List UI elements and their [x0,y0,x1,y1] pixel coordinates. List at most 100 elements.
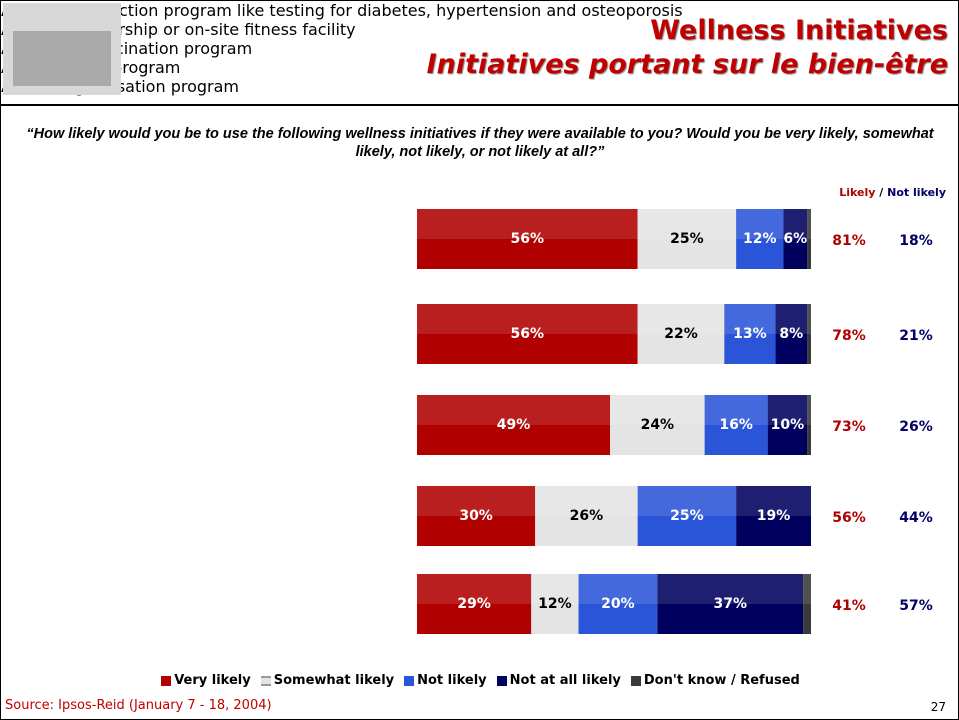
legend-label: Somewhat likely [273,673,395,688]
summary-label: 18% [899,233,933,249]
summary-label: 41% [832,598,866,614]
bar-sheen [775,304,808,334]
value-label: 24% [641,417,675,433]
value-label: 25% [670,231,704,247]
value-label: 16% [719,417,753,433]
legend-item: Not likely [404,673,487,688]
legend-swatch [404,675,415,686]
bar-sheen [417,304,638,334]
bar-segment [578,574,658,634]
value-label: 12% [743,231,777,247]
value-label: 8% [779,326,803,342]
bar-sheen [807,395,811,425]
bar-segment [637,486,737,546]
summary-label: 57% [899,598,933,614]
question: “How likely would you be to use the foll… [26,126,934,160]
bar-segment [775,304,808,364]
bar-sheen [704,395,768,425]
bar-sheen [724,304,776,334]
bar-sheen [807,304,811,334]
building [13,31,111,86]
bar-segment [535,486,638,546]
bar-sheen [637,209,737,239]
bar-segment [736,209,784,269]
bar-sheen [767,395,808,425]
bar-segment [724,304,776,364]
value-label: 56% [511,231,545,247]
bar-segment [807,209,811,269]
bar-sheen [610,395,705,425]
bar-segment [417,395,611,455]
legend-label: Not at all likely [509,673,621,688]
category-label: A disease detection program like testing… [1,1,683,20]
value-label: 29% [457,596,491,612]
bar-segment [610,395,705,455]
bar-sheen [417,574,532,604]
bar-sheen [657,574,804,604]
bar-sheen [417,486,536,516]
bar-sheen [736,486,811,516]
value-label: 22% [664,326,698,342]
legend-swatch [161,675,172,686]
summary-label: 21% [899,328,933,344]
bar-sheen [535,486,638,516]
legend-item: Don't know / Refused [630,673,800,688]
value-label: 30% [459,508,493,524]
legend: Very likely Somewhat likely Not likely Not … [1,673,958,688]
legend-label: Not likely [417,673,487,688]
value-label: 56% [511,326,545,342]
bar-sheen [803,574,811,604]
value-label: 6% [783,231,807,247]
summary-header: Likely / Not likely [839,186,946,199]
bar-sheen [783,209,808,239]
summary-label: 78% [832,328,866,344]
summary-label: 81% [832,233,866,249]
summary-label: 44% [899,510,933,526]
legend-swatch [630,675,641,686]
bar-segment [803,574,811,634]
bar-segment [767,395,808,455]
bar-segment [657,574,804,634]
summary-header-part: Not likely [887,186,946,199]
legend-swatch [260,675,271,686]
value-label: 13% [733,326,767,342]
value-label: 19% [757,508,791,524]
summary-header-part: / [879,186,884,199]
summary-label: 26% [899,419,933,435]
bar-segment [637,304,725,364]
summary-label: 56% [832,510,866,526]
title: Wellness Initiatives [650,15,948,46]
value-label: 37% [713,596,747,612]
bar-segment [736,486,811,546]
bar-segment [807,304,811,364]
summary-label: 73% [832,419,866,435]
value-label: 25% [670,508,704,524]
bar-segment [417,304,638,364]
bar-sheen [807,209,811,239]
legend-label: Very likely [174,673,251,688]
bar-sheen [637,304,725,334]
bar-segment [637,209,737,269]
value-label: 10% [771,417,805,433]
bar-segment [417,209,638,269]
bar-segment [417,574,532,634]
value-label: 26% [570,508,604,524]
legend-label: Don't know / Refused [643,673,800,688]
bar-sheen [531,574,579,604]
summary-header-part: Likely [839,186,875,199]
source: Source: Ipsos-Reid (January 7 - 18, 2004… [5,698,272,713]
bar-segment [807,395,811,455]
legend-swatch [496,675,507,686]
bar-sheen [417,209,638,239]
bar-sheen [637,486,737,516]
bar-sheen [578,574,658,604]
bar-sheen [417,395,611,425]
bar-segment [783,209,808,269]
value-label: 12% [538,596,572,612]
legend-item: Very likely [161,673,251,688]
bar-segment [531,574,579,634]
bar-segment [417,486,536,546]
legend-item: Not at all likely [496,673,621,688]
